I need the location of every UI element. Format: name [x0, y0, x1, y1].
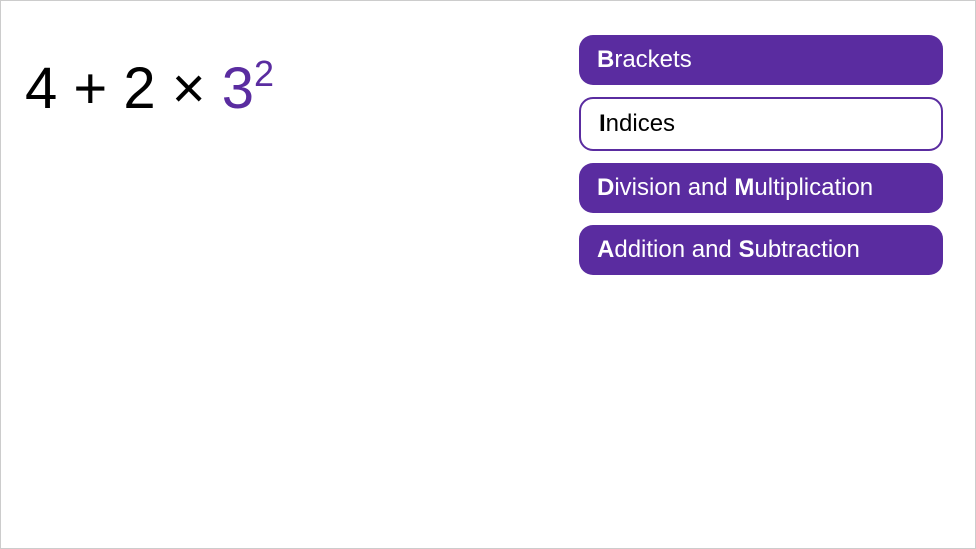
bidmas-pills: Brackets Indices Division and Multiplica… — [579, 35, 943, 275]
expression-prefix: 4 + 2 × — [25, 56, 222, 121]
pill-bold: S — [738, 236, 754, 263]
pill-text: ultiplication — [754, 174, 873, 201]
expression-base: 3 — [222, 56, 254, 121]
pill-addition-subtraction: Addition and Subtraction — [579, 225, 943, 275]
pill-bold: M — [734, 174, 754, 201]
pill-indices: Indices — [579, 97, 943, 151]
pill-bold: A — [597, 236, 614, 263]
pill-bold: I — [599, 110, 606, 137]
pill-text: ddition and — [614, 236, 738, 263]
pill-bold: B — [597, 46, 614, 73]
pill-text: rackets — [614, 46, 691, 73]
pill-bold: D — [597, 174, 614, 201]
pill-text: ndices — [606, 110, 675, 137]
pill-text: ivision and — [614, 174, 734, 201]
pill-text: ubtraction — [754, 236, 859, 263]
pill-division-multiplication: Division and Multiplication — [579, 163, 943, 213]
math-expression: 4 + 2 × 32 — [25, 55, 274, 122]
expression-power: 32 — [222, 56, 274, 121]
expression-exponent: 2 — [254, 53, 274, 94]
pill-brackets: Brackets — [579, 35, 943, 85]
